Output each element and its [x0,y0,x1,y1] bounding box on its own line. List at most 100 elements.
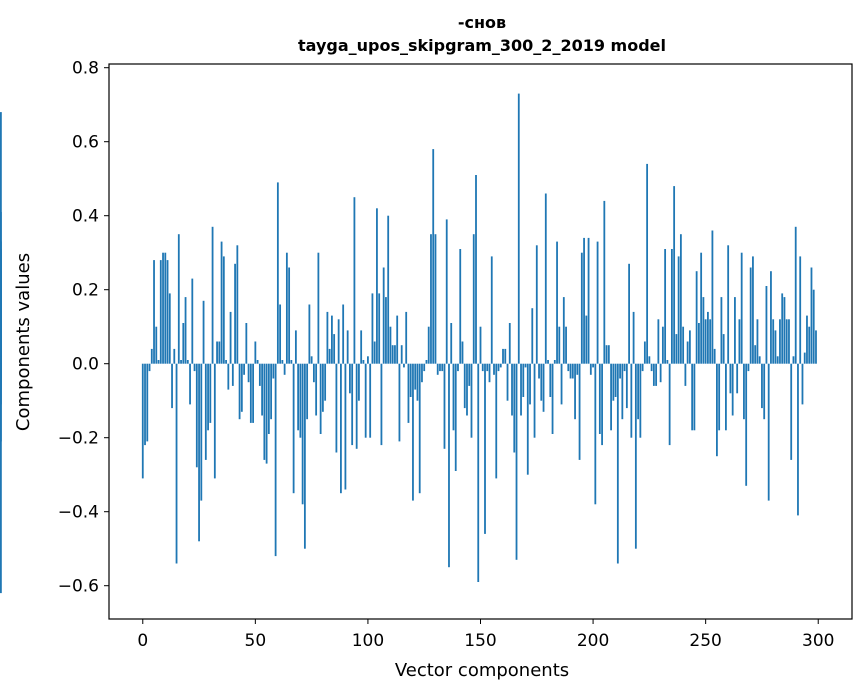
bar-92 [349,363,351,394]
y-tick-label: 0.4 [72,207,99,227]
bar-12 [168,293,171,364]
bar-245 [693,363,696,431]
bar-283 [779,319,781,364]
bar-207 [607,345,610,364]
bar-122 [416,363,419,401]
bar-93 [351,363,354,446]
bar-86 [335,363,338,453]
bar-286 [785,319,788,364]
bar-151 [481,363,484,372]
bar-155 [490,256,493,364]
bar-97 [360,330,363,364]
bar-32 [213,363,216,479]
bar-73 [306,363,309,420]
bar-235 [670,249,673,364]
bar-55 [265,363,268,464]
bar-136 [448,363,450,568]
bar-87 [337,319,340,364]
bar-28 [204,363,207,460]
bar-20 [186,360,189,364]
bar-15 [175,363,178,564]
bar-154 [488,363,491,383]
bar-240 [682,326,685,364]
bar-undefined [0,241,2,364]
bar-46 [245,323,248,364]
bar-94 [353,197,356,364]
bar-281 [774,330,777,364]
bar-67 [292,363,295,494]
bar-undefined [0,363,2,442]
bar-269 [747,363,750,372]
bar-110 [389,326,392,364]
bar-54 [263,363,266,460]
bar-278 [767,363,770,501]
bar-64 [285,252,288,364]
bar-249 [702,297,705,364]
bar-69 [297,363,300,431]
bar-239 [679,234,682,364]
bar-162 [506,363,509,401]
bar-158 [497,363,500,372]
bar-193 [576,363,579,375]
bar-65 [288,267,291,364]
bar-171 [526,363,529,475]
bar-157 [495,363,498,479]
bar-139 [454,363,457,471]
bar-74 [308,304,311,364]
bar-217 [630,363,633,438]
bars-group [0,93,817,594]
bar-280 [772,319,775,364]
bar-206 [605,345,608,364]
bar-264 [736,363,739,394]
bar-284 [781,293,784,364]
x-tick-label: 150 [464,631,496,651]
bar-282 [776,356,779,364]
bar-105 [378,293,381,364]
bar-272 [754,345,757,364]
bar-52 [258,363,261,386]
bar-167 [517,93,520,364]
bar-237 [675,334,678,364]
bar-250 [704,319,707,364]
bar-168 [520,363,522,416]
y-tick-label: 0.6 [72,133,99,153]
plot-frame [108,63,853,620]
bar-17 [180,360,182,364]
bar-118 [407,363,410,423]
bar-165 [513,363,516,453]
bar-26 [200,363,203,501]
bar-233 [666,360,669,364]
bar-251 [707,311,709,364]
bar-183 [553,360,556,364]
bar-30 [209,363,212,423]
bar-112 [394,345,396,364]
bar-187 [562,297,565,364]
bar-170 [524,363,527,368]
bar-53 [261,363,263,416]
bar-232 [664,249,667,364]
bar-226 [650,363,653,372]
y-axis-label: Components values [13,253,34,431]
bar-254 [713,348,716,364]
bar-276 [763,363,766,420]
bar-75 [310,356,313,364]
bar-82 [326,311,329,364]
bar-141 [459,249,462,364]
x-tick-label: 300 [802,631,834,651]
bar-24 [195,363,198,468]
y-axis-ticks: −0.6 −0.4 −0.2 0.0 0.2 0.4 0.6 0.8 [58,59,109,597]
bar-186 [560,363,563,405]
bar-126 [425,360,428,364]
y-tick-label: −0.2 [58,429,99,449]
bar-62 [281,360,284,364]
bar-200 [592,363,594,368]
bar-23 [193,363,196,372]
bar-138 [452,363,455,431]
bar-293 [801,363,804,405]
bar-145 [468,363,471,386]
bar-11 [166,260,169,364]
bar-215 [625,363,628,409]
bar-213 [621,363,624,420]
bar-149 [477,363,480,582]
